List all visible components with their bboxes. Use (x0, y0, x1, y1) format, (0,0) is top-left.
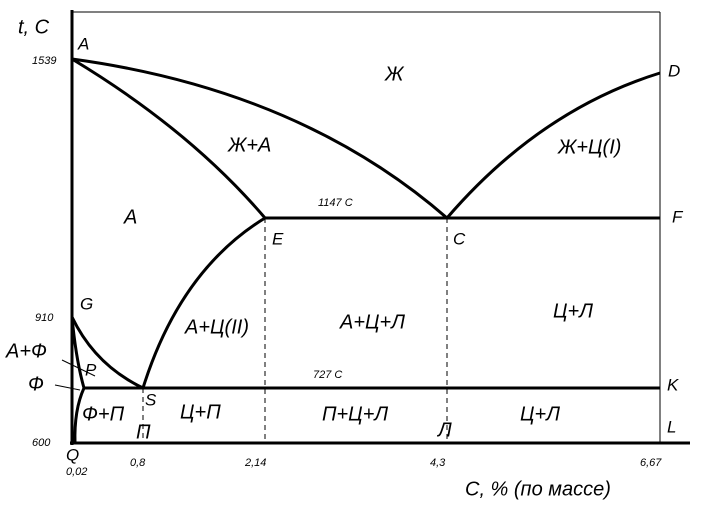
point-label: F (672, 207, 684, 226)
point-label: K (667, 375, 679, 394)
point-label: A (77, 34, 89, 53)
phase-label: А+Ц(II) (184, 316, 249, 338)
phase-label: Ж+А (227, 134, 271, 156)
phase-label: Ц+Л (553, 300, 593, 322)
x-label: 0,02 (66, 466, 87, 478)
phase-label: Ц+П (180, 401, 221, 423)
phase-label: А+Ф (5, 340, 47, 362)
x-label: 4,3 (430, 457, 446, 469)
point-label: E (272, 229, 284, 248)
temperature-label: 1147 C (318, 197, 353, 209)
phase-label: Ф (28, 373, 44, 395)
point-label: D (668, 61, 680, 80)
point-label: C (453, 229, 466, 248)
x-label: 6,67 (640, 457, 662, 469)
frame (70, 10, 690, 445)
y-label: 910 (35, 312, 54, 324)
point-label: Q (66, 445, 79, 464)
y-label: 1539 (32, 55, 56, 67)
phase-label: П+Ц+Л (322, 403, 388, 425)
phase-label: Ц+Л (520, 403, 560, 425)
x-label: 2,14 (244, 457, 266, 469)
phase-lines (54, 57, 661, 444)
phase-label: Ж+Ц(I) (557, 136, 621, 158)
y-title: t, C (18, 16, 50, 38)
temperature-label: 727 C (313, 369, 342, 381)
phase-label: А (123, 206, 137, 228)
point-label: S (145, 390, 157, 409)
y-label: 600 (32, 437, 51, 449)
point-label: G (80, 294, 93, 313)
point-label: L (667, 417, 676, 436)
labels: t, C C, % (по массе) 1539 910 600 0,02 0… (5, 16, 684, 500)
phase-label: Ф+П (82, 403, 125, 425)
phase-label: А+Ц+Л (339, 311, 405, 333)
phase-label: Л (436, 419, 452, 441)
x-title: C, % (по массе) (465, 478, 611, 500)
point-label: P (85, 360, 97, 379)
phase-label: П (136, 421, 151, 443)
x-label: 0,8 (130, 457, 146, 469)
phase-label: Ж (384, 63, 405, 85)
